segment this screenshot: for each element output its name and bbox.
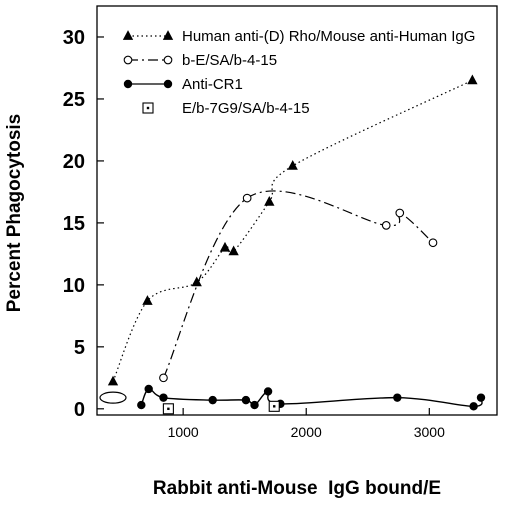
legend-marker [163,79,173,89]
series-layer [107,74,486,415]
annotation-ellipse [99,391,127,404]
legend-label: b-E/SA/b-4-15 [182,52,277,69]
series-2 [159,190,438,383]
data-point [242,193,252,203]
y-tick-label: 10 [63,275,85,297]
data-point [287,160,298,170]
legend-marker [163,55,173,65]
x-axis: 1000 2000 3000 [168,408,445,440]
y-tick-label: 5 [74,337,85,359]
y-tick-label: 30 [63,27,85,49]
legend: Human anti-(D) Rho/Mouse anti-Human IgG b… [122,28,475,117]
legend-marker [142,102,154,114]
x-tick-label: 3000 [414,424,445,440]
data-point [107,375,119,386]
legend-marker [162,30,174,40]
data-point [264,195,275,206]
y-axis-title: Percent Phagocytosis [4,114,25,313]
data-point [241,395,251,405]
legend-label: Human anti-(D) Rho/Mouse anti-Human IgG [182,28,475,45]
data-point [393,393,402,402]
data-point [381,221,391,230]
y-tick-label: 20 [63,151,85,173]
data-point [250,400,259,410]
legend-label: Anti-CR1 [182,76,243,93]
y-tick-label: 0 [74,399,85,421]
legend-label: E/b-7G9/SA/b-4-15 [182,100,310,117]
data-point [476,393,486,402]
plot-frame [96,5,498,416]
legend-marker [122,30,134,40]
y-tick-label: 15 [63,213,85,235]
series-line [162,190,434,379]
data-point [268,400,280,412]
data-point [162,403,174,415]
y-axis: 0 5 10 15 20 25 30 [63,27,104,421]
series-1 [107,74,478,386]
legend-item: Human anti-(D) Rho/Mouse anti-Human IgG [122,28,475,45]
data-point [469,402,478,411]
data-point [263,387,273,396]
series-line [140,388,483,408]
legend-item: E/b-7G9/SA/b-4-15 [142,100,310,117]
legend-item: Anti-CR1 [123,76,243,93]
data-point [142,295,153,305]
annotation-layer [99,391,127,404]
data-point [228,245,239,256]
data-point [159,393,168,402]
series-3 [137,384,486,411]
legend-marker [123,55,133,65]
data-point [467,74,478,85]
data-point [144,384,153,394]
legend-marker [123,79,133,89]
x-tick-label: 2000 [291,424,322,440]
series-line [112,79,473,382]
legend-item: b-E/SA/b-4-15 [123,52,277,69]
data-point [395,208,405,218]
data-point [208,395,217,405]
series-4 [162,400,280,415]
data-point [219,241,231,252]
y-tick-label: 25 [63,89,85,111]
data-point [137,400,146,410]
data-point [159,373,168,383]
x-axis-title: Rabbit anti-Mouse IgG bound/E [153,478,441,499]
x-tick-label: 1000 [168,424,199,440]
data-point [428,238,438,248]
